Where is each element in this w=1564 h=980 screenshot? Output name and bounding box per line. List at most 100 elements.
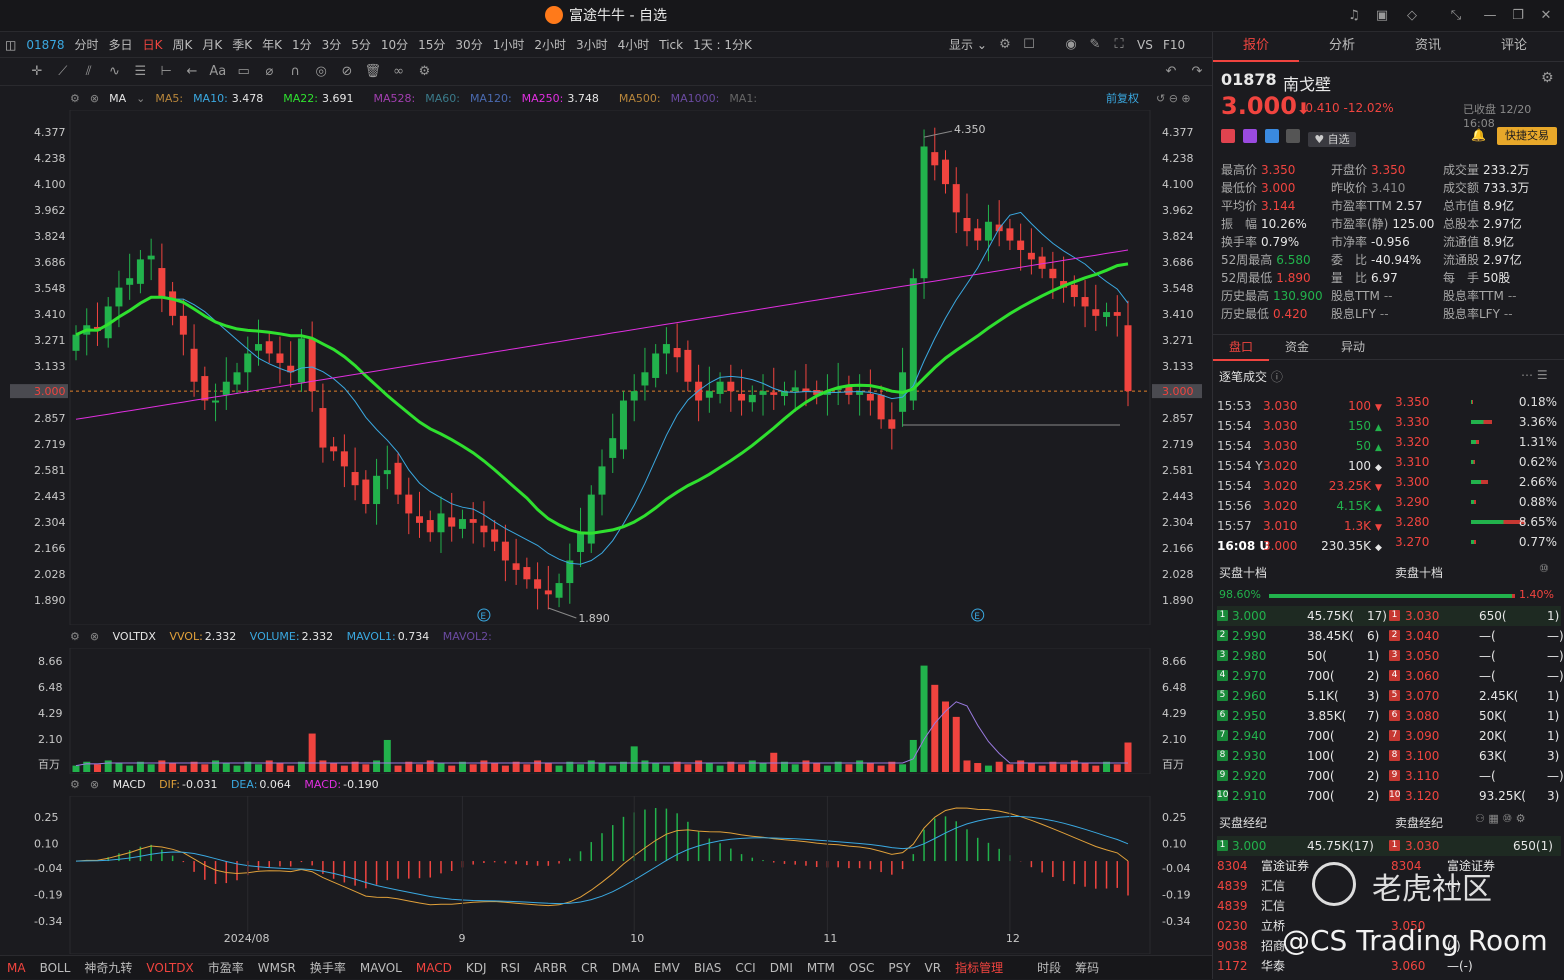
- symbol-code[interactable]: 01878: [26, 38, 65, 52]
- timeframe-3分[interactable]: 3分: [321, 38, 342, 52]
- quote-tab-分析[interactable]: 分析: [1328, 38, 1355, 53]
- indicator-tab-OSC[interactable]: OSC: [848, 961, 875, 975]
- vs-button[interactable]: VS: [1137, 38, 1153, 52]
- quote-tab-资讯[interactable]: 资讯: [1414, 38, 1441, 53]
- indicator-tab-MA[interactable]: MA: [7, 961, 26, 975]
- trash-icon[interactable]: 🗑: [364, 64, 382, 79]
- timeframe-月K[interactable]: 月K: [202, 38, 223, 52]
- timeframe-季K[interactable]: 季K: [232, 38, 253, 52]
- indicator-tab-BOLL[interactable]: BOLL: [39, 961, 71, 975]
- box-icon[interactable]: ☐: [1023, 37, 1035, 52]
- text-tool-icon[interactable]: Aa: [209, 64, 227, 79]
- fullscreen-icon[interactable]: ⛶: [1114, 37, 1124, 52]
- camera-icon[interactable]: ◉: [1065, 37, 1077, 52]
- timeframe-多日[interactable]: 多日: [108, 38, 133, 52]
- ma-legend-item[interactable]: MA22: 3.691: [283, 92, 354, 105]
- ma-legend-item[interactable]: MA250: 3.748: [521, 92, 599, 105]
- bag-icon[interactable]: ▣: [1375, 8, 1389, 23]
- ma-legend-item[interactable]: MA5:: [155, 92, 184, 105]
- magnet-icon[interactable]: ∩: [290, 64, 301, 79]
- pen-icon[interactable]: ✎: [1089, 37, 1101, 52]
- indicator-tab-CR[interactable]: CR: [581, 961, 598, 975]
- subtab-资金[interactable]: 资金: [1284, 340, 1309, 354]
- layout-icon[interactable]: ◫: [5, 38, 17, 52]
- wave-tool-icon[interactable]: ∿: [109, 64, 120, 79]
- indicator-tab-VR[interactable]: VR: [924, 961, 942, 975]
- ma-legend-item[interactable]: MA10: 3.478: [193, 92, 264, 105]
- settings-icon[interactable]: ⚙: [999, 37, 1011, 52]
- indicator-tab-EMV[interactable]: EMV: [653, 961, 680, 975]
- timeframe-30分[interactable]: 30分: [455, 38, 483, 52]
- headset-icon[interactable]: ♫: [1348, 8, 1360, 23]
- legend-settings-icon[interactable]: ⚙: [70, 92, 80, 105]
- crosshair-icon[interactable]: ✛: [31, 64, 43, 79]
- timeframe-5分[interactable]: 5分: [351, 38, 371, 52]
- indicator-tab-DMI[interactable]: DMI: [769, 961, 793, 975]
- info-icon[interactable]: ⓘ: [1270, 370, 1283, 384]
- comment-tool-icon[interactable]: ▭: [237, 64, 250, 79]
- watchlist-button[interactable]: ♥ 自选: [1308, 132, 1356, 147]
- line-tool-icon[interactable]: ⟋: [58, 64, 68, 79]
- timeframe-4小时[interactable]: 4小时: [617, 38, 650, 52]
- display-menu[interactable]: 显示 ⌄: [949, 38, 987, 52]
- shirt-icon[interactable]: ◇: [1407, 8, 1417, 23]
- timeframe-10分[interactable]: 10分: [380, 38, 409, 52]
- ma-legend-item[interactable]: MA500:: [618, 92, 661, 105]
- ma-legend-item[interactable]: MA1:: [729, 92, 758, 105]
- timeframe-Tick[interactable]: Tick: [659, 38, 684, 52]
- shrink-icon[interactable]: ⤡: [1450, 8, 1462, 23]
- timeframe-日K[interactable]: 日K: [142, 38, 163, 52]
- quote-tab-评论[interactable]: 评论: [1500, 38, 1527, 53]
- ma-legend-item[interactable]: MA120:: [469, 92, 512, 105]
- ma-label[interactable]: MA: [109, 92, 127, 105]
- vol-close-icon[interactable]: ⊗: [89, 630, 100, 643]
- trades-menu-icons[interactable]: ⋯ ☰: [1521, 368, 1548, 382]
- zoom-controls[interactable]: ↺ ⊖ ⊕: [1156, 92, 1191, 105]
- candlestick-chart[interactable]: 4.377 4.377 4.238 4.238 4.100 4.100 3.962 3.962…: [10, 110, 1210, 625]
- range-tool-icon[interactable]: ⊢: [160, 64, 172, 79]
- close-icon[interactable]: ✕: [1540, 8, 1552, 23]
- timeframe-2小时[interactable]: 2小时: [534, 38, 566, 52]
- f10-button[interactable]: F10: [1163, 38, 1186, 52]
- timeframe-3小时[interactable]: 3小时: [575, 38, 608, 52]
- indicator-tab-VOLTDX[interactable]: VOLTDX: [146, 961, 194, 975]
- indicator-tab-筹码[interactable]: 筹码: [1075, 961, 1100, 975]
- macd-close-icon[interactable]: ⊗: [89, 778, 100, 791]
- link-icon[interactable]: ∞: [393, 64, 405, 79]
- draw-settings-icon[interactable]: ⚙: [418, 64, 431, 79]
- ma-legend-item[interactable]: MA1000:: [670, 92, 720, 105]
- timeframe-1天 : 1分K[interactable]: 1天 : 1分K: [693, 38, 752, 52]
- timeframe-年K[interactable]: 年K: [262, 38, 282, 52]
- ma-legend-item[interactable]: MA528:: [373, 92, 416, 105]
- volume-chart[interactable]: 8.66 8.66 6.48 6.48 4.29 4.29 2.10 2.10 百万 百万: [10, 648, 1210, 774]
- indicator-tab-CCI[interactable]: CCI: [735, 961, 756, 975]
- macd-chart[interactable]: 0.25 0.25 0.10 0.10 -0.04 -0.04 -0.19 -0.19 -0.3…: [10, 796, 1210, 954]
- indicator-tab-ARBR[interactable]: ARBR: [534, 961, 568, 975]
- lock-draw-icon[interactable]: ◎: [315, 64, 327, 79]
- alert-bell-icon[interactable]: 🔔: [1471, 128, 1486, 142]
- hide-draw-icon[interactable]: ⊘: [341, 64, 353, 79]
- minimize-icon[interactable]: —: [1483, 8, 1497, 23]
- indicator-tab-时段[interactable]: 时段: [1037, 961, 1062, 975]
- channel-tool-icon[interactable]: ⫽: [85, 64, 92, 79]
- macd-settings-icon[interactable]: ⚙: [70, 778, 80, 791]
- legend-close-icon[interactable]: ⊗: [89, 92, 100, 105]
- timeframe-周K[interactable]: 周K: [172, 38, 193, 52]
- timeframe-1分[interactable]: 1分: [291, 38, 312, 52]
- restore-icon[interactable]: ❐: [1512, 8, 1524, 23]
- adjust-label[interactable]: 前复权: [1106, 92, 1139, 105]
- indicator-tab-RSI[interactable]: RSI: [500, 961, 521, 975]
- indicator-tab-换手率[interactable]: 换手率: [309, 961, 346, 975]
- indicator-tab-DMA[interactable]: DMA: [611, 961, 640, 975]
- broker-tool-icons[interactable]: ⚇ ▦ ⑩ ⚙: [1475, 812, 1526, 825]
- indicator-tab-MAVOL[interactable]: MAVOL: [359, 961, 402, 975]
- indicator-tab-神奇九转[interactable]: 神奇九转: [84, 961, 133, 975]
- subtab-异动[interactable]: 异动: [1340, 340, 1365, 354]
- eraser-icon[interactable]: ⌀: [265, 64, 274, 79]
- indicator-tab-指标管理[interactable]: 指标管理: [955, 961, 1004, 975]
- indicator-tab-WMSR[interactable]: WMSR: [257, 961, 296, 975]
- timeframe-分时[interactable]: 分时: [74, 38, 99, 52]
- vol-settings-icon[interactable]: ⚙: [70, 630, 80, 643]
- arrow-tool-icon[interactable]: ←: [186, 64, 198, 79]
- timeframe-1小时[interactable]: 1小时: [492, 38, 525, 52]
